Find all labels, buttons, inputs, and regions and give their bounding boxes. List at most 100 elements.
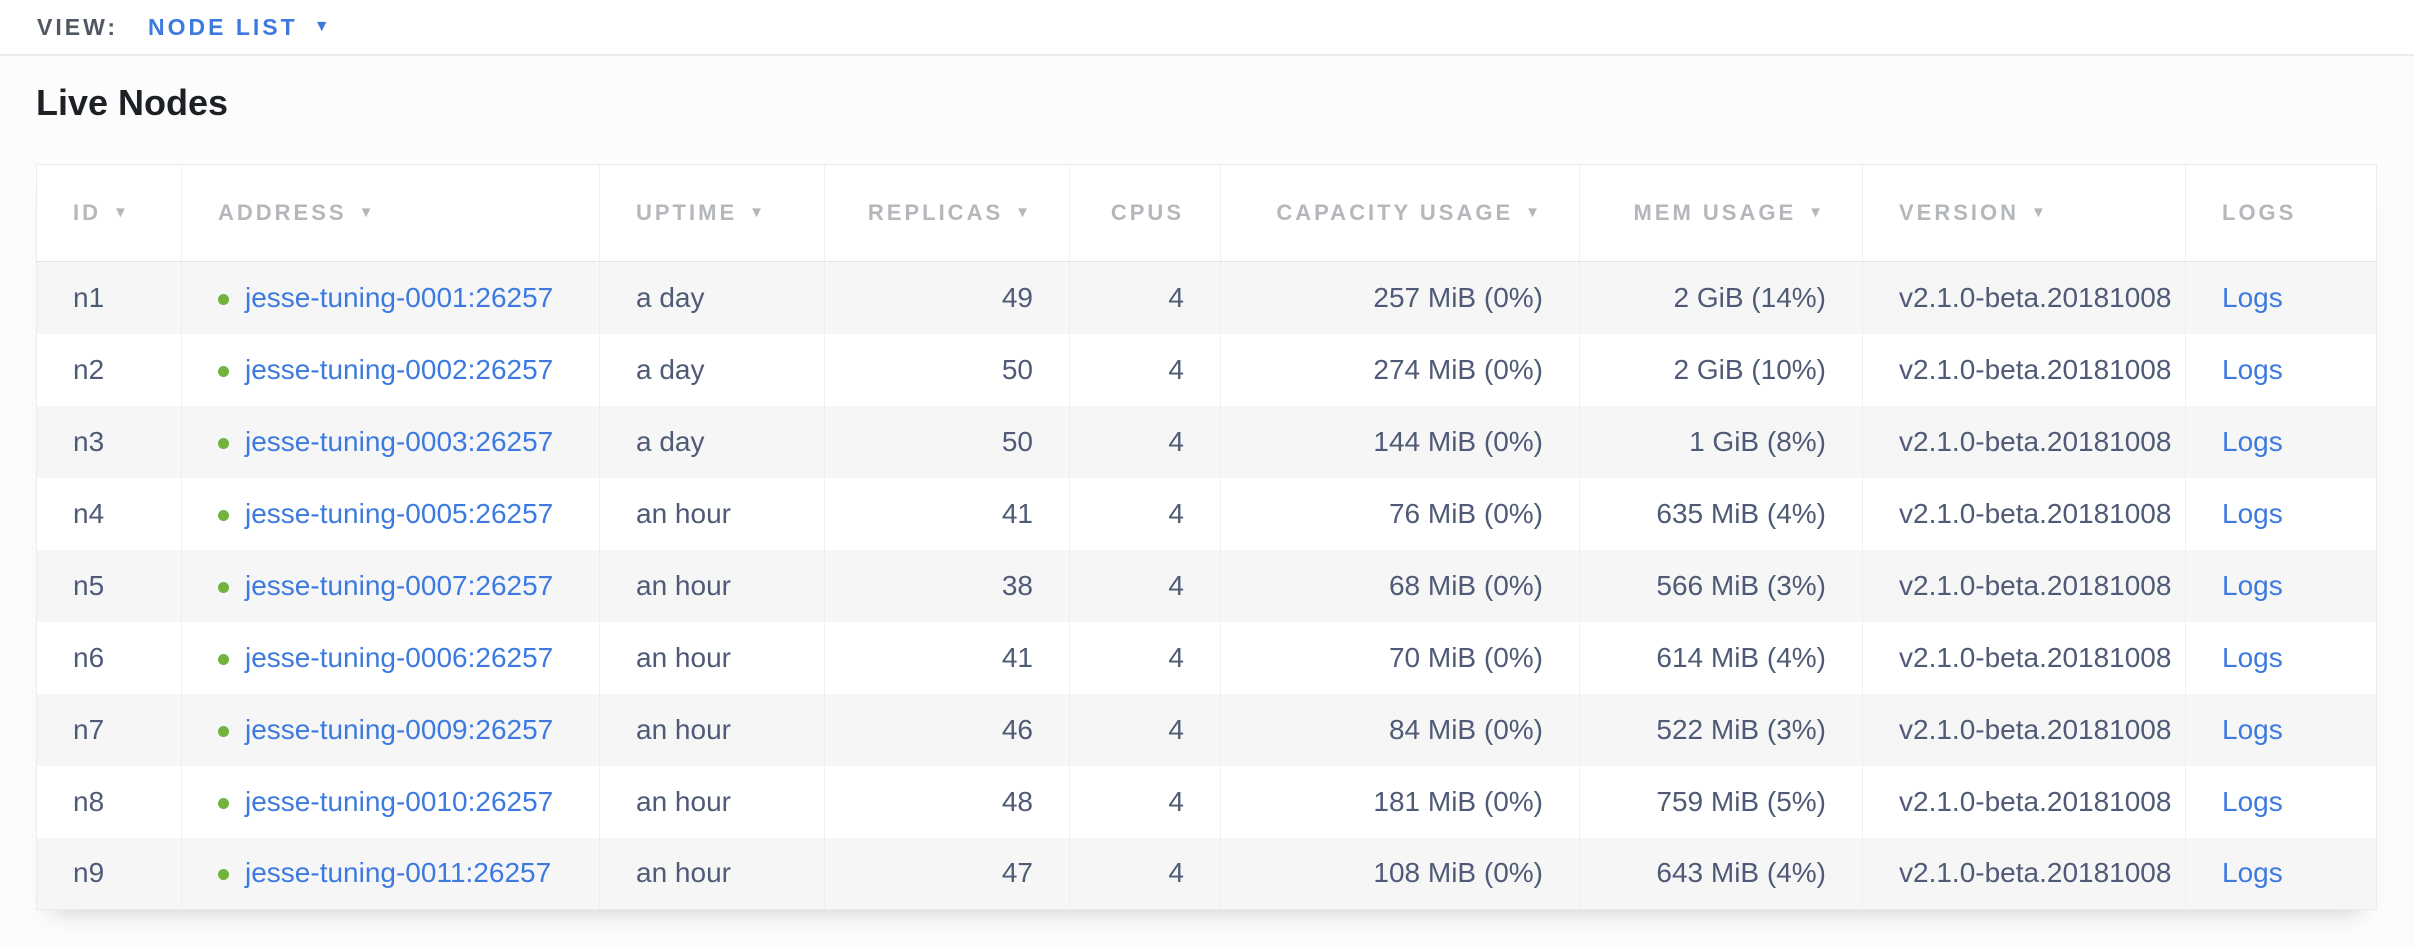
node-live-status-icon	[218, 797, 229, 809]
cell-logs: Logs	[2186, 766, 2377, 838]
view-selected-value: NODE LIST	[148, 13, 298, 40]
cell-replicas: 46	[824, 693, 1070, 766]
cell-mem: 643 MiB (4%)	[1579, 837, 1863, 910]
column-label-id: ID	[73, 200, 101, 225]
cell-version: v2.1.0-beta.20181008	[1862, 477, 2186, 550]
node-address-link[interactable]: jesse-tuning-0001:26257	[245, 281, 554, 313]
cell-logs: Logs	[2186, 334, 2377, 406]
cell-cpus: 4	[1069, 405, 1221, 478]
cell-mem: 614 MiB (4%)	[1579, 621, 1863, 694]
cell-uptime: an hour	[599, 693, 825, 766]
node-live-status-icon	[218, 725, 229, 737]
live-nodes-table: ID ▼ ADDRESS ▼ UPTIME ▼ REPLICAS ▼ CPUS CAPACITY …	[36, 164, 2377, 910]
cell-uptime: an hour	[599, 765, 825, 838]
column-header-version[interactable]: VERSION ▼	[1862, 164, 2186, 262]
cell-address: jesse-tuning-0006:26257	[181, 621, 600, 694]
column-header-address[interactable]: ADDRESS ▼	[181, 164, 600, 262]
node-live-status-icon	[218, 437, 229, 449]
column-header-logs: LOGS	[2185, 164, 2377, 262]
cell-logs: Logs	[2186, 262, 2377, 334]
logs-link[interactable]: Logs	[2222, 497, 2283, 529]
column-header-id[interactable]: ID ▼	[36, 164, 182, 262]
cell-uptime: a day	[599, 261, 825, 334]
logs-link[interactable]: Logs	[2222, 785, 2283, 817]
cell-address: jesse-tuning-0011:26257	[181, 837, 600, 910]
cell-address: jesse-tuning-0003:26257	[181, 405, 600, 478]
table-row-n8: n8 jesse-tuning-0010:26257 an hour 48 4 181 M…	[36, 765, 2377, 838]
cell-uptime: an hour	[599, 549, 825, 622]
column-label-capacity: CAPACITY USAGE	[1276, 200, 1514, 225]
cell-id: n9	[36, 837, 182, 910]
sort-desc-icon: ▼	[358, 204, 377, 221]
column-header-mem[interactable]: MEM USAGE ▼	[1579, 164, 1863, 262]
cell-capacity: 84 MiB (0%)	[1220, 693, 1580, 766]
cell-cpus: 4	[1069, 477, 1221, 550]
cell-uptime: an hour	[599, 621, 825, 694]
cell-mem: 635 MiB (4%)	[1579, 477, 1863, 550]
node-address-link[interactable]: jesse-tuning-0006:26257	[245, 641, 554, 673]
table-body: n1 jesse-tuning-0001:26257 a day 49 4 257 MiB…	[36, 261, 2377, 910]
cell-capacity: 68 MiB (0%)	[1220, 549, 1580, 622]
column-header-replicas[interactable]: REPLICAS ▼	[824, 164, 1070, 262]
sort-desc-icon: ▼	[1015, 204, 1033, 221]
sort-desc-icon: ▼	[749, 204, 767, 221]
cell-capacity: 274 MiB (0%)	[1220, 333, 1580, 406]
logs-link[interactable]: Logs	[2222, 353, 2283, 385]
page-title: Live Nodes	[36, 82, 229, 123]
column-header-uptime[interactable]: UPTIME ▼	[599, 164, 825, 262]
cell-replicas: 41	[824, 621, 1070, 694]
cell-version: v2.1.0-beta.20181008	[1862, 765, 2186, 838]
cell-logs: Logs	[2186, 694, 2377, 766]
sort-desc-icon: ▼	[113, 204, 131, 221]
chevron-down-icon: ▼	[313, 18, 330, 35]
table-row-n3: n3 jesse-tuning-0003:26257 a day 50 4 144 MiB…	[36, 405, 2377, 478]
node-address-link[interactable]: jesse-tuning-0007:26257	[245, 569, 554, 601]
cell-replicas: 50	[824, 405, 1070, 478]
view-bar: VIEW: NODE LIST ▼	[0, 0, 2414, 56]
cell-cpus: 4	[1069, 549, 1221, 622]
node-live-status-icon	[218, 365, 229, 377]
cell-cpus: 4	[1069, 693, 1221, 766]
cell-logs: Logs	[2186, 478, 2377, 550]
cell-capacity: 257 MiB (0%)	[1220, 261, 1580, 334]
node-address-link[interactable]: jesse-tuning-0003:26257	[245, 425, 554, 457]
cell-address: jesse-tuning-0010:26257	[181, 765, 600, 838]
cell-logs: Logs	[2186, 406, 2377, 478]
cell-replicas: 41	[824, 477, 1070, 550]
table-row-n5: n5 jesse-tuning-0007:26257 an hour 38 4 68 Mi…	[36, 549, 2377, 622]
cell-mem: 2 GiB (10%)	[1579, 333, 1863, 406]
cell-version: v2.1.0-beta.20181008	[1862, 693, 2186, 766]
cell-mem: 2 GiB (14%)	[1579, 261, 1863, 334]
table-row-n7: n7 jesse-tuning-0009:26257 an hour 46 4 84 Mi…	[36, 693, 2377, 766]
table-header: ID ▼ ADDRESS ▼ UPTIME ▼ REPLICAS ▼ CPUS CAPACITY …	[36, 164, 2377, 262]
cell-uptime: a day	[599, 333, 825, 406]
column-header-capacity[interactable]: CAPACITY USAGE ▼	[1220, 164, 1580, 262]
cell-mem: 1 GiB (8%)	[1579, 405, 1863, 478]
cell-id: n6	[36, 621, 182, 694]
cell-replicas: 48	[824, 765, 1070, 838]
logs-link[interactable]: Logs	[2222, 857, 2283, 889]
cell-version: v2.1.0-beta.20181008	[1862, 261, 2186, 334]
view-selector-dropdown[interactable]: NODE LIST ▼	[148, 14, 330, 41]
logs-link[interactable]: Logs	[2222, 713, 2283, 745]
node-address-link[interactable]: jesse-tuning-0002:26257	[245, 353, 554, 385]
logs-link[interactable]: Logs	[2222, 281, 2283, 313]
sort-desc-icon: ▼	[2031, 204, 2049, 221]
logs-link[interactable]: Logs	[2222, 569, 2283, 601]
column-label-logs: LOGS	[2222, 200, 2297, 225]
node-address-link[interactable]: jesse-tuning-0005:26257	[245, 497, 554, 529]
table-row-n6: n6 jesse-tuning-0006:26257 an hour 41 4 70 Mi…	[36, 621, 2377, 694]
logs-link[interactable]: Logs	[2222, 641, 2283, 673]
node-address-link[interactable]: jesse-tuning-0009:26257	[245, 713, 554, 745]
cell-replicas: 38	[824, 549, 1070, 622]
table-row-n4: n4 jesse-tuning-0005:26257 an hour 41 4 76 Mi…	[36, 477, 2377, 550]
cell-id: n3	[36, 405, 182, 478]
node-live-status-icon	[218, 653, 229, 665]
content-area: Live Nodes ID ▼ ADDRESS ▼ UPTIME ▼ REPLICAS ▼ CP…	[0, 56, 2414, 948]
cell-logs: Logs	[2186, 550, 2377, 622]
cell-version: v2.1.0-beta.20181008	[1862, 837, 2186, 910]
cell-mem: 566 MiB (3%)	[1579, 549, 1863, 622]
node-address-link[interactable]: jesse-tuning-0010:26257	[245, 785, 554, 817]
logs-link[interactable]: Logs	[2222, 425, 2283, 457]
node-address-link[interactable]: jesse-tuning-0011:26257	[245, 857, 552, 889]
